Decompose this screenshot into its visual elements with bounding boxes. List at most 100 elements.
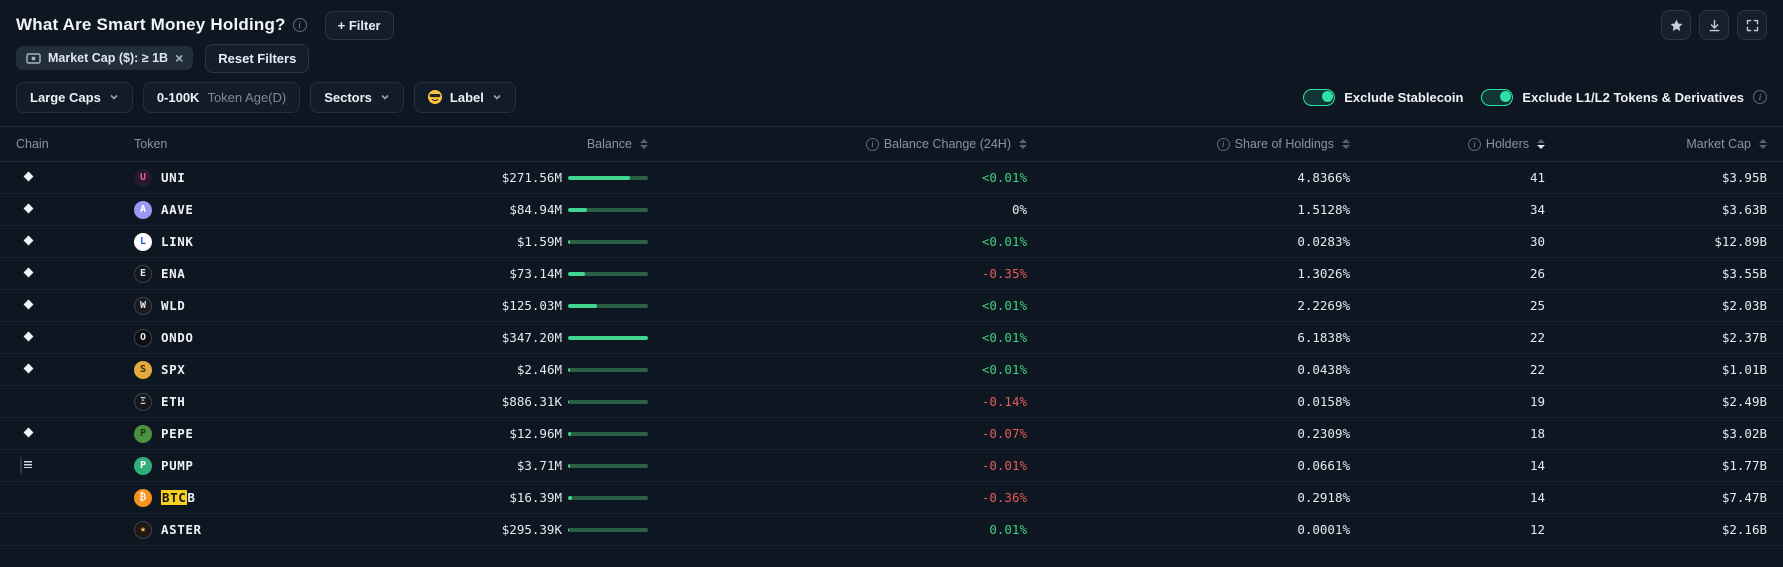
remove-filter-icon[interactable]: × [175,50,184,66]
column-header-balance-change[interactable]: i Balance Change (24H) [648,137,1027,151]
balance-change-value: <0.01% [981,298,1027,313]
balance-bar [562,303,648,308]
token-cell[interactable]: E ENA [134,264,394,283]
market-cap-filter-chip[interactable]: Market Cap ($): ≥ 1B × [16,46,194,70]
column-header-token[interactable]: Token [134,137,168,151]
table-row[interactable]: E ENA $73.14M -0.35% 1.3026% 26 $3.55B [0,258,1783,290]
exclude-stablecoin-toggle[interactable]: Exclude Stablecoin [1303,88,1463,106]
balance-bar [562,463,648,468]
table-row[interactable]: P PUMP $3.71M -0.01% 0.0661% 14 $1.77B [0,450,1783,482]
pump-token-icon: P [134,456,152,475]
sectors-dropdown[interactable]: Sectors [310,81,404,113]
fullscreen-icon [1746,19,1758,31]
table-row[interactable]: Ξ ETH $886.31K -0.14% 0.0158% 19 $2.49B [0,386,1783,418]
table-row[interactable]: S SPX $2.46M <0.01% 0.0438% 22 $1.01B [0,354,1783,386]
share-of-holdings-value: 6.1838% [1297,330,1350,345]
top-bar: What Are Smart Money Holding? i + Filter [0,0,1783,42]
balance-value: $73.14M [509,266,562,281]
exclude-l1l2-toggle[interactable]: Exclude L1/L2 Tokens & Derivatives i [1481,88,1767,106]
token-age-dropdown[interactable]: 0-100K Token Age(D) [142,81,301,113]
token-cell[interactable]: S SPX [134,360,394,379]
token-cell[interactable]: A AAVE [134,200,394,219]
holders-value: 41 [1529,170,1545,185]
token-symbol: AAVE [161,202,194,217]
star-icon [1670,19,1682,31]
sort-icon[interactable] [640,139,648,149]
token-cell[interactable]: ★ ASTER [134,520,394,539]
table-row[interactable]: ★ ASTER $295.39K 0.01% 0.0001% 12 $2.16B [0,514,1783,546]
share-of-holdings-value: 2.2269% [1297,298,1350,313]
chain-cell [16,455,134,475]
sort-icon[interactable] [1759,139,1767,149]
table-row[interactable]: ₿ BTCB $16.39M -0.36% 0.2918% 14 $7.47B [0,482,1783,514]
token-cell[interactable]: P PUMP [134,456,394,475]
table-row[interactable]: L LINK $1.59M <0.01% 0.0283% 30 $12.89B [0,226,1783,258]
large-caps-dropdown[interactable]: Large Caps [16,81,133,113]
holders-value: 30 [1529,234,1545,249]
table-row[interactable]: P PEPE $12.96M -0.07% 0.2309% 18 $3.02B [0,418,1783,450]
column-header-chain[interactable]: Chain [16,137,49,151]
token-symbol: SPX [161,362,186,377]
token-cell[interactable]: P PEPE [134,424,394,443]
token-cell[interactable]: L LINK [134,232,394,251]
column-header-holders[interactable]: i Holders [1350,137,1545,151]
token-symbol: PUMP [161,458,194,473]
sort-icon-active-desc[interactable] [1537,139,1545,149]
fullscreen-button[interactable] [1737,10,1767,40]
table-row[interactable]: U UNI $271.56M <0.01% 4.8366% 41 $3.95B [0,162,1783,194]
l1l2-info-icon[interactable]: i [1753,90,1767,104]
table-row[interactable]: O ONDO $347.20M <0.01% 6.1838% 22 $2.37B [0,322,1783,354]
holders-value: 22 [1529,330,1545,345]
share-of-holdings-value: 0.2918% [1297,490,1350,505]
token-cell[interactable]: O ONDO [134,328,394,347]
table-row[interactable]: A AAVE $84.94M 0% 1.5128% 34 $3.63B [0,194,1783,226]
token-cell[interactable]: U UNI [134,168,394,187]
label-dropdown[interactable]: Label [413,81,516,113]
sort-icon[interactable] [1342,139,1350,149]
aster-token-icon: ★ [134,520,152,539]
uni-token-icon: U [134,168,152,187]
balance-bar-track [568,303,648,308]
balance-bar [562,367,648,372]
balance-bar-fill [568,239,570,244]
table-row[interactable]: W WLD $125.03M <0.01% 2.2269% 25 $2.03B [0,290,1783,322]
share-info-icon[interactable]: i [1216,137,1230,151]
chain-cell [16,393,134,411]
ondo-token-icon: O [134,328,152,347]
balance-change-info-icon[interactable]: i [865,137,879,151]
download-button[interactable] [1699,10,1729,40]
balance-bar-track [568,431,648,436]
favorite-button[interactable] [1661,10,1691,40]
ena-token-icon: E [134,264,152,283]
balance-bar [562,175,648,180]
wld-token-icon: W [134,296,152,315]
add-filter-button[interactable]: + Filter [324,10,394,40]
sunglasses-emoji-icon [427,90,442,104]
chain-cell [16,489,134,507]
balance-change-value: -0.14% [981,394,1027,409]
share-of-holdings-value: 0.0438% [1297,362,1350,377]
holders-value: 14 [1529,490,1545,505]
search-highlight: BTC [161,490,188,505]
column-header-market-cap[interactable]: Market Cap [1545,137,1767,151]
token-cell[interactable]: W WLD [134,296,394,315]
title-info-icon[interactable]: i [292,18,307,32]
toggle-switch-on[interactable] [1303,88,1336,106]
token-symbol: UNI [161,170,186,185]
toggle-switch-on[interactable] [1481,88,1514,106]
holders-info-icon[interactable]: i [1467,137,1481,151]
token-age-value: 0-100K [156,89,200,105]
sort-icon[interactable] [1019,139,1027,149]
link-token-icon: L [134,232,152,251]
balance-bar [562,335,648,340]
chain-cell [16,233,134,251]
exclude-l1l2-label: Exclude L1/L2 Tokens & Derivatives [1522,89,1744,105]
token-cell[interactable]: ₿ BTCB [134,488,394,507]
token-cell[interactable]: Ξ ETH [134,392,394,411]
column-header-balance[interactable]: Balance [394,137,648,151]
column-header-share[interactable]: i Share of Holdings [1027,137,1350,151]
balance-bar-fill [568,527,569,532]
balance-value: $84.94M [509,202,562,217]
balance-change-value: <0.01% [981,234,1027,249]
reset-filters-button[interactable]: Reset Filters [205,43,310,73]
